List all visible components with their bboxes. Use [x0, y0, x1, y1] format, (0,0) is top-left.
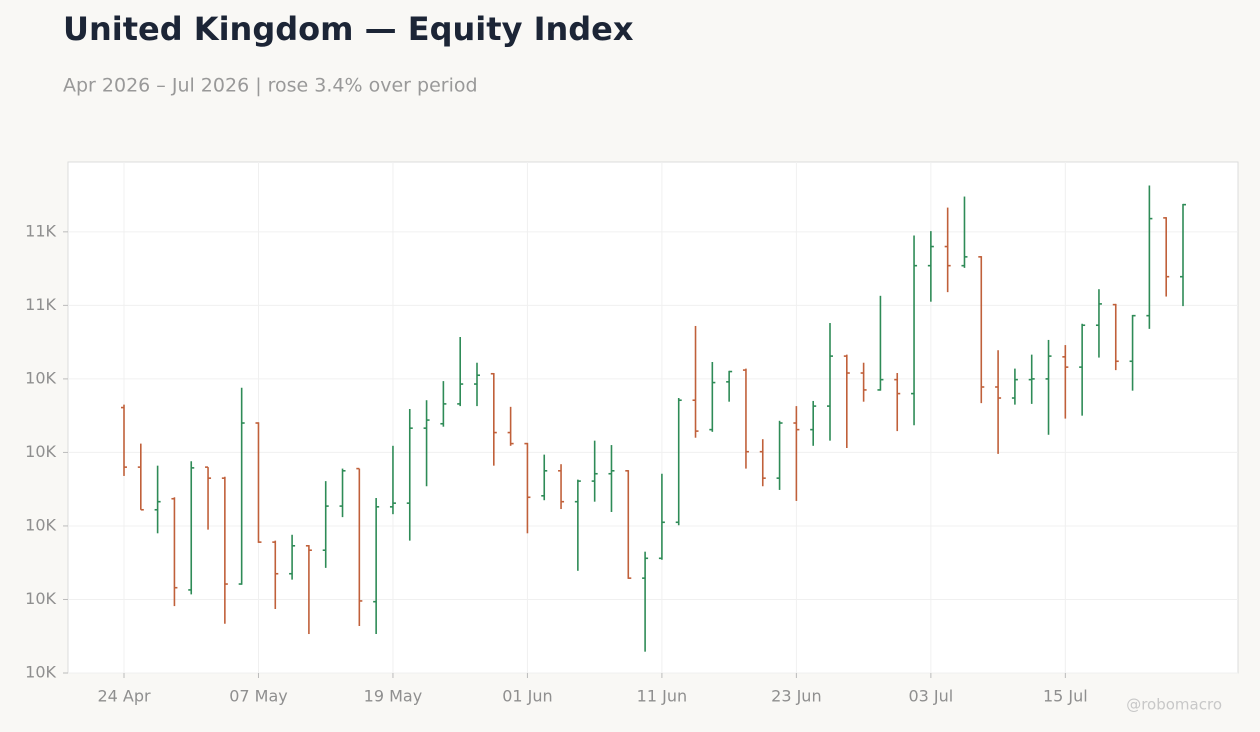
y-tick-label: 10K — [25, 663, 56, 682]
x-tick-label: 07 May — [229, 687, 288, 706]
x-tick-label: 01 Jun — [502, 687, 552, 706]
x-tick-label: 24 Apr — [97, 687, 151, 706]
plot-area — [67, 161, 1239, 674]
y-tick-label: 10K — [25, 368, 56, 387]
x-tick-label: 23 Jun — [771, 687, 821, 706]
y-tick-label: 11K — [25, 221, 56, 240]
x-tick-label: 15 Jul — [1043, 687, 1088, 706]
y-tick-label: 10K — [25, 442, 56, 461]
chart-subtitle: Apr 2026 – Jul 2026 | rose 3.4% over per… — [63, 75, 478, 97]
y-tick-label: 10K — [25, 515, 56, 534]
x-tick-label: 11 Jun — [637, 687, 687, 706]
y-tick-label: 11K — [25, 295, 56, 314]
x-tick-label: 03 Jul — [908, 687, 953, 706]
chart-title: United Kingdom — Equity Index — [63, 10, 634, 48]
y-tick-label: 10K — [25, 589, 56, 608]
watermark: @robomacro — [1126, 696, 1222, 714]
x-tick-label: 19 May — [364, 687, 423, 706]
